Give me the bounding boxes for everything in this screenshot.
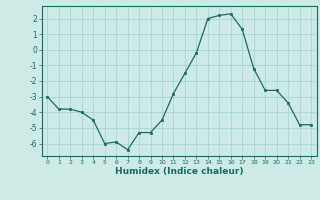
X-axis label: Humidex (Indice chaleur): Humidex (Indice chaleur) (115, 167, 244, 176)
